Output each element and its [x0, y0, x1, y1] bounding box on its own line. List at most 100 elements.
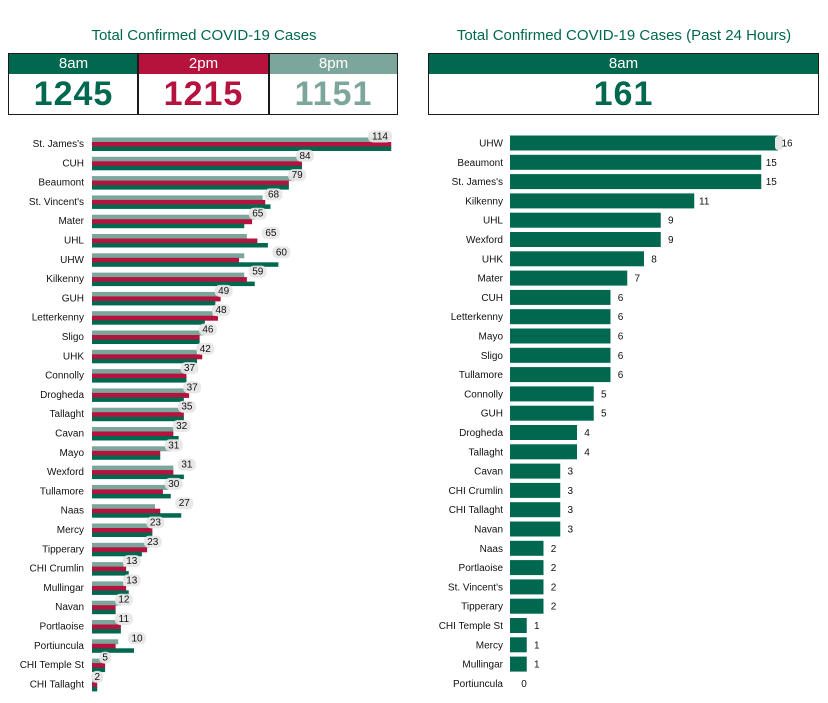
category-label: Wexford — [466, 235, 503, 246]
data-label-bg — [122, 555, 141, 568]
bar-8pm — [92, 156, 300, 162]
bar-8am — [92, 300, 216, 306]
data-label: 3 — [567, 505, 573, 516]
bar-8am — [510, 425, 577, 440]
bar-8pm — [92, 369, 187, 375]
data-label: 37 — [184, 363, 196, 374]
data-label-bg — [296, 149, 314, 162]
data-label: 15 — [766, 158, 778, 169]
category-label: UHK — [482, 254, 503, 265]
bar-8am — [510, 174, 762, 190]
bar-8pm — [92, 542, 150, 548]
bar-8am — [510, 482, 561, 498]
data-label: 6 — [618, 370, 624, 381]
data-label: 1 — [534, 660, 540, 671]
data-label: 35 — [181, 402, 193, 413]
box-24h-header: 8am — [429, 54, 818, 74]
box-8pm-header: 8pm — [270, 54, 397, 74]
bar-8pm — [92, 388, 187, 394]
bar-2pm — [92, 315, 218, 321]
bar-8am — [510, 347, 611, 363]
data-label-bg — [164, 439, 183, 452]
category-label: Cavan — [55, 429, 84, 440]
bar-8pm — [92, 272, 245, 278]
category-label: Mater — [58, 216, 84, 227]
data-label: 3 — [567, 467, 573, 478]
bar-2pm — [92, 450, 161, 456]
bar-8pm — [92, 484, 169, 490]
bar-8am — [510, 598, 544, 614]
bar-2pm — [92, 624, 121, 630]
data-label-bg — [177, 400, 196, 413]
data-label: 114 — [372, 132, 388, 143]
bar-8pm — [92, 253, 245, 259]
bar-8am — [92, 629, 121, 634]
data-label: 12 — [118, 595, 130, 606]
category-label: Letterkenny — [451, 312, 503, 323]
category-label: Portlaoise — [459, 563, 504, 574]
category-label: CHI Tallaght — [30, 679, 85, 690]
data-label-bg — [368, 130, 392, 143]
data-label: 5 — [102, 653, 108, 664]
bar-8am — [92, 609, 116, 615]
bar-2pm — [92, 392, 190, 398]
category-label: Mercy — [476, 640, 503, 651]
bar-2pm — [92, 470, 174, 476]
data-label: 0 — [521, 679, 527, 690]
data-label-bg — [288, 169, 307, 182]
bar-8am — [510, 405, 594, 421]
bar-2pm — [92, 335, 200, 340]
box-divider — [137, 54, 139, 114]
bar-8pm — [92, 600, 121, 606]
bar-8pm — [92, 214, 255, 220]
data-label-bg — [272, 246, 291, 259]
data-label-bg — [175, 497, 194, 510]
category-label: St. Vincent's — [29, 197, 84, 208]
bar-2pm — [92, 412, 184, 418]
box-divider — [268, 54, 270, 114]
bar-8am — [510, 463, 561, 479]
category-label: UHW — [479, 139, 503, 150]
category-label: UHL — [483, 216, 503, 227]
bar-8am — [510, 521, 561, 537]
bar-2pm — [92, 508, 161, 514]
bar-8am — [92, 513, 182, 518]
category-label: Tallaght — [50, 409, 85, 420]
data-label: 60 — [276, 247, 288, 258]
category-label: Mullingar — [43, 583, 84, 594]
data-label-bg — [212, 304, 230, 317]
bar-8am — [92, 667, 106, 673]
bar-8am — [510, 154, 762, 170]
bar-8am — [510, 386, 594, 402]
data-label-bg — [198, 323, 217, 336]
category-label: Navan — [474, 525, 503, 536]
data-label-bg — [114, 593, 133, 606]
bar-8am — [510, 618, 527, 633]
category-label: CHI Crumlin — [30, 564, 84, 575]
data-label: 37 — [187, 382, 199, 393]
data-label: 9 — [668, 216, 674, 227]
bar-2pm — [92, 528, 153, 533]
data-label-bg — [177, 458, 196, 471]
bar-8am — [510, 251, 644, 267]
category-label: Connolly — [45, 371, 84, 382]
category-label: Portiuncula — [453, 679, 503, 690]
box-2pm-value: 1215 — [163, 75, 244, 113]
category-label: Tullamore — [40, 486, 85, 497]
bar-8pm — [92, 658, 106, 664]
bar-8am — [510, 309, 611, 325]
bar-8am — [510, 637, 527, 653]
bar-8am — [92, 648, 134, 653]
category-label: Mater — [477, 274, 503, 285]
category-label: Tallaght — [469, 447, 504, 458]
data-label-bg — [180, 362, 199, 375]
bar-8am — [510, 540, 544, 556]
data-label: 4 — [584, 428, 590, 439]
bar-8pm — [92, 639, 119, 645]
data-label: 15 — [766, 177, 778, 188]
data-label: 30 — [168, 479, 180, 490]
bar-8pm — [92, 407, 182, 413]
bar-8am — [510, 579, 544, 595]
bar-8am — [510, 560, 544, 576]
bar-8am — [92, 397, 184, 402]
